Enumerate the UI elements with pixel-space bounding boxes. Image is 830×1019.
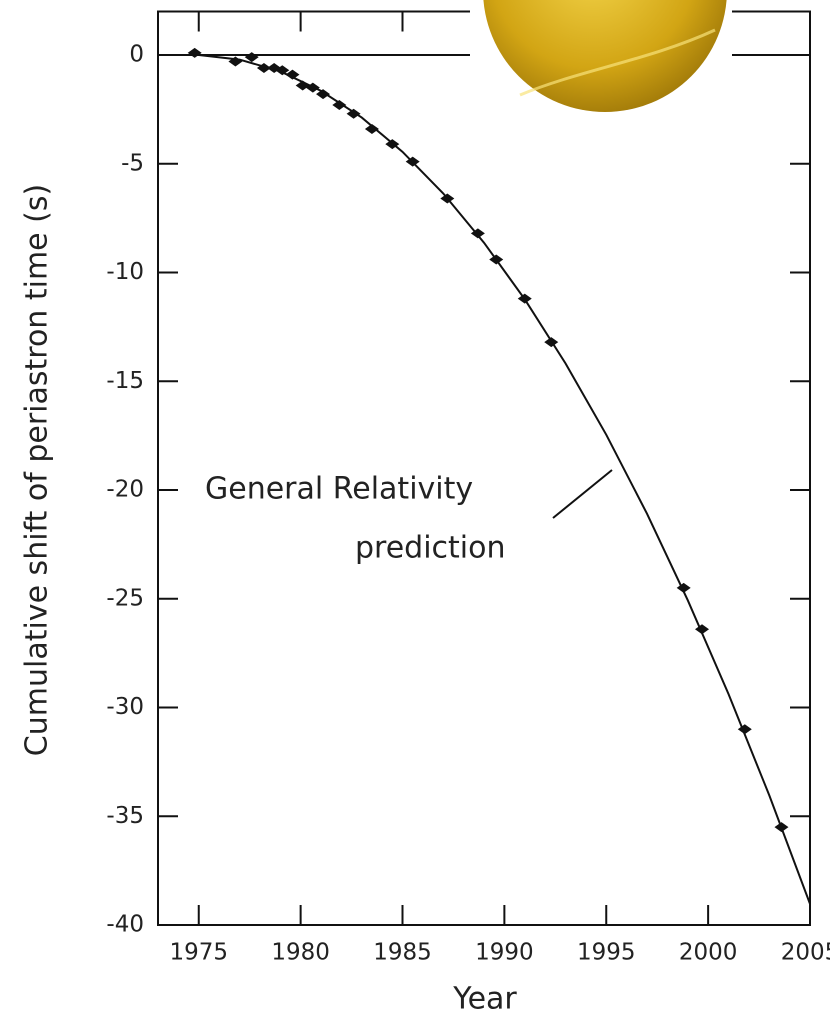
annotation: prediction [355,531,506,566]
data-point [285,69,300,80]
data-point [346,108,361,119]
annotation: General Relativity [205,472,473,507]
medal [483,0,727,112]
prediction-curve [198,54,811,905]
y-tick-label: -20 [106,477,144,503]
y-tick-label: -10 [106,259,144,285]
x-tick-label: 2000 [679,940,738,966]
data-point [517,293,532,304]
data-point [774,822,789,833]
data-point [440,193,455,204]
y-axis-label: Cumulative shift of periastron time (s) [20,184,55,756]
data-point [305,82,320,93]
y-tick-label: -40 [106,912,144,938]
x-tick-label: 1995 [577,940,636,966]
annotation-leader [552,469,613,519]
data-point [275,65,290,76]
data-point [695,624,710,635]
data-point [295,80,310,91]
x-tick-label: 2005 [781,940,830,966]
y-tick-label: -25 [106,585,144,611]
data-point [256,63,271,74]
data-point [405,156,420,167]
data-point [316,89,331,100]
x-tick-label: 1980 [271,940,330,966]
data-point [737,724,752,735]
y-tick-label: -5 [121,150,144,176]
y-tick-label: 0 [129,42,144,68]
data-point [489,254,504,265]
data-point [470,228,485,239]
x-axis-label: Year [452,982,517,1017]
data-point [676,582,691,593]
data-point [187,47,202,58]
y-tick-label: -30 [106,694,144,720]
medal-relief [519,28,716,97]
x-tick-label: 1975 [169,940,228,966]
data-point [385,139,400,150]
x-tick-label: 1985 [373,940,432,966]
data-point [228,56,243,67]
data-point [544,337,559,348]
plot-frame [157,10,811,926]
y-tick-label: -15 [106,368,144,394]
plot-area: 0 -5 -10 -15 -20 -25 -30 -35 -40 1975 1980 1985 1990… [106,10,830,966]
y-tick-label: -35 [106,803,144,829]
data-point [244,52,259,63]
data-point [364,123,379,134]
x-tick-label: 1990 [475,940,534,966]
data-point [332,100,347,111]
